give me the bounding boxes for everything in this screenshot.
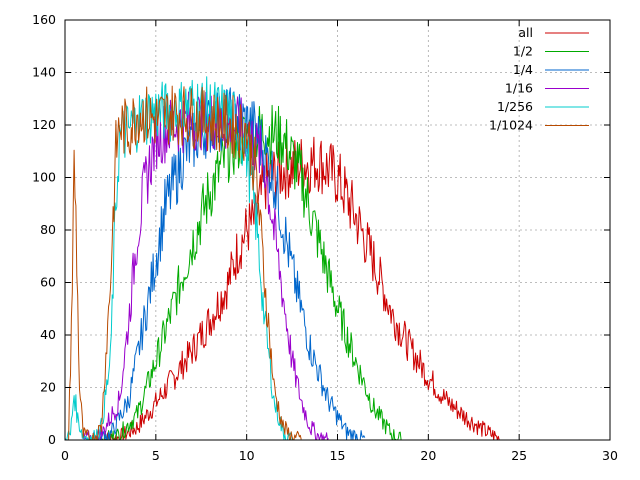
legend: all 1/2 1/4 1/16 1/256 1/1024	[489, 25, 589, 133]
y-tick-label: 20	[40, 380, 56, 395]
legend-label: 1/256	[497, 99, 533, 114]
y-tick-label: 40	[40, 327, 56, 342]
series-layer	[64, 76, 501, 441]
y-tick-label: 60	[40, 275, 56, 290]
x-tick-label: 25	[511, 448, 527, 463]
x-tick-label: 5	[152, 448, 160, 463]
y-tick-label: 100	[32, 170, 56, 185]
legend-label: 1/2	[513, 44, 533, 59]
legend-label: 1/16	[505, 81, 533, 96]
legend-label: all	[518, 25, 533, 40]
y-tick-label: 0	[48, 432, 56, 447]
y-tick-label: 80	[40, 222, 56, 237]
y-tick-label: 140	[32, 65, 56, 80]
series-line-4	[82, 88, 329, 441]
series-line-6	[68, 85, 302, 441]
y-tick-label: 120	[32, 117, 56, 132]
legend-label: 1/4	[513, 62, 533, 77]
legend-label: 1/1024	[489, 118, 533, 133]
series-line-1	[100, 136, 501, 441]
axis-ticks: 0 5 10 15 20 25 30 0 20 40 60 80 100 120 140 160	[32, 12, 618, 463]
x-tick-label: 10	[239, 448, 255, 463]
x-tick-label: 30	[602, 448, 618, 463]
y-tick-label: 160	[32, 12, 56, 27]
x-tick-label: 0	[61, 448, 69, 463]
x-tick-label: 20	[420, 448, 436, 463]
x-tick-label: 15	[330, 448, 346, 463]
